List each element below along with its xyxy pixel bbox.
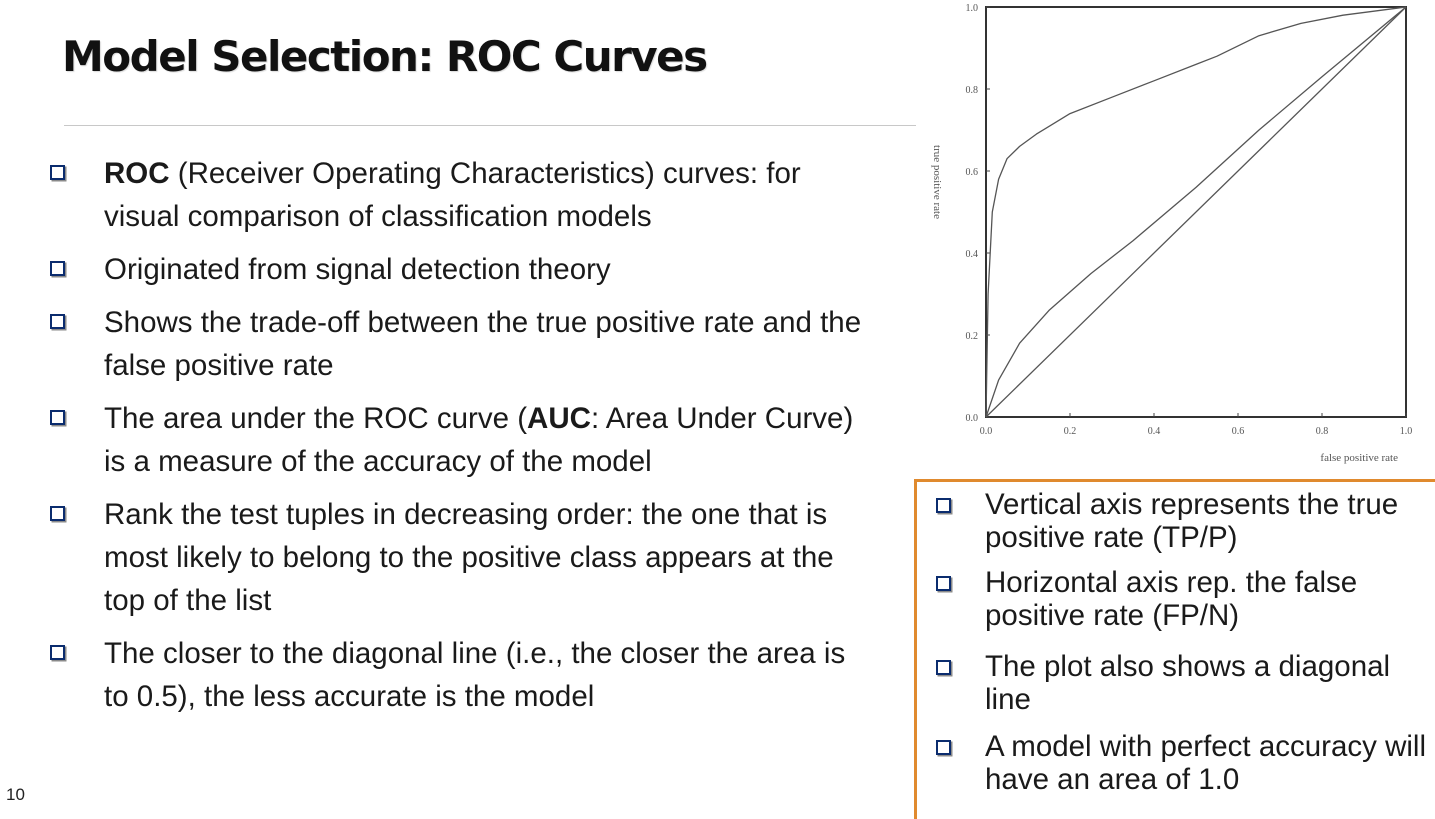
x-tick-label: 1.0 <box>1400 426 1413 437</box>
page-number: 10 <box>6 785 25 804</box>
chart-ticks: 0.0 0.2 0.4 0.6 0.8 1.0 0.0 0.2 0.4 0.6 0.8 1.0 <box>966 3 1413 437</box>
roc-curve-1 <box>985 6 1407 418</box>
bullet-text: : Area Under Curve) is a measure of the … <box>104 402 854 478</box>
bullet-text: Rank the test tuples in decreasing order… <box>104 498 834 617</box>
slide-title: Model Selection: ROC Curves <box>62 32 708 81</box>
bullet-item: ROC (Receiver Operating Characteristics)… <box>50 152 870 238</box>
side-note-item: A model with perfect accuracy will have … <box>933 730 1435 796</box>
bullet-item: Shows the trade-off between the true pos… <box>50 301 870 387</box>
chart-axes <box>985 6 1407 418</box>
checkbox-bullet-icon <box>50 506 65 521</box>
bullet-item: Rank the test tuples in decreasing order… <box>50 493 870 622</box>
checkbox-bullet-icon <box>936 660 951 675</box>
bullet-bold-text: AUC <box>527 402 591 435</box>
side-note-item: Horizontal axis rep. the false positive … <box>933 566 1435 632</box>
side-note-item: The plot also shows a diagonal line <box>933 650 1435 716</box>
side-note-box: Vertical axis represents the true positi… <box>914 479 1435 819</box>
y-tick-label: 0.2 <box>966 331 979 342</box>
checkbox-bullet-icon <box>936 576 951 591</box>
bullet-text: The area under the ROC curve ( <box>104 402 528 435</box>
y-tick-label: 0.0 <box>966 413 979 424</box>
roc-curve-2 <box>985 6 1407 418</box>
x-tick-label: 0.8 <box>1316 426 1329 437</box>
side-note-text: Horizontal axis rep. the false positive … <box>985 566 1358 632</box>
bullet-list: ROC (Receiver Operating Characteristics)… <box>50 152 870 728</box>
bullet-bold-text: ROC <box>104 157 170 190</box>
chart-series <box>985 6 1407 418</box>
x-axis-label: false positive rate <box>1320 452 1398 464</box>
y-tick-label: 0.4 <box>966 249 979 260</box>
side-note-text: A model with perfect accuracy will have … <box>985 730 1427 796</box>
side-note-item: Vertical axis represents the true positi… <box>933 488 1435 554</box>
bullet-text: Originated from signal detection theory <box>104 253 611 286</box>
checkbox-bullet-icon <box>936 498 951 513</box>
y-tick-label: 0.8 <box>966 85 979 96</box>
x-tick-label: 0.4 <box>1148 426 1161 437</box>
side-note-list: Vertical axis represents the true positi… <box>933 488 1435 796</box>
bullet-item: The closer to the diagonal line (i.e., t… <box>50 632 870 718</box>
y-axis-label: true positive rate <box>931 145 943 219</box>
checkbox-bullet-icon <box>50 645 65 660</box>
checkbox-bullet-icon <box>50 261 65 276</box>
y-tick-label: 1.0 <box>966 3 979 14</box>
checkbox-bullet-icon <box>50 314 65 329</box>
bullet-item: Originated from signal detection theory <box>50 248 870 291</box>
x-tick-label: 0.2 <box>1064 426 1077 437</box>
checkbox-bullet-icon <box>936 740 951 755</box>
x-tick-label: 0.6 <box>1232 426 1245 437</box>
roc-chart: 0.0 0.2 0.4 0.6 0.8 1.0 0.0 0.2 0.4 0.6 0.8 1.0 fal… <box>918 0 1435 472</box>
plot-frame <box>985 6 1407 418</box>
y-tick-label: 0.6 <box>966 167 979 178</box>
side-note-text: The plot also shows a diagonal line <box>985 650 1391 716</box>
roc-chart-svg: 0.0 0.2 0.4 0.6 0.8 1.0 0.0 0.2 0.4 0.6 0.8 1.0 fal… <box>931 3 1413 464</box>
bullet-item: The area under the ROC curve (AUC: Area … <box>50 397 870 483</box>
bullet-text: The closer to the diagonal line (i.e., t… <box>104 637 846 713</box>
title-divider <box>64 125 916 126</box>
bullet-text: (Receiver Operating Characteristics) cur… <box>104 157 801 233</box>
roc-curve-3 <box>985 6 1407 418</box>
bullet-text: Shows the trade-off between the true pos… <box>104 306 862 382</box>
checkbox-bullet-icon <box>50 410 65 425</box>
x-tick-label: 0.0 <box>980 426 993 437</box>
side-note-text: Vertical axis represents the true positi… <box>985 488 1399 554</box>
checkbox-bullet-icon <box>50 165 65 180</box>
